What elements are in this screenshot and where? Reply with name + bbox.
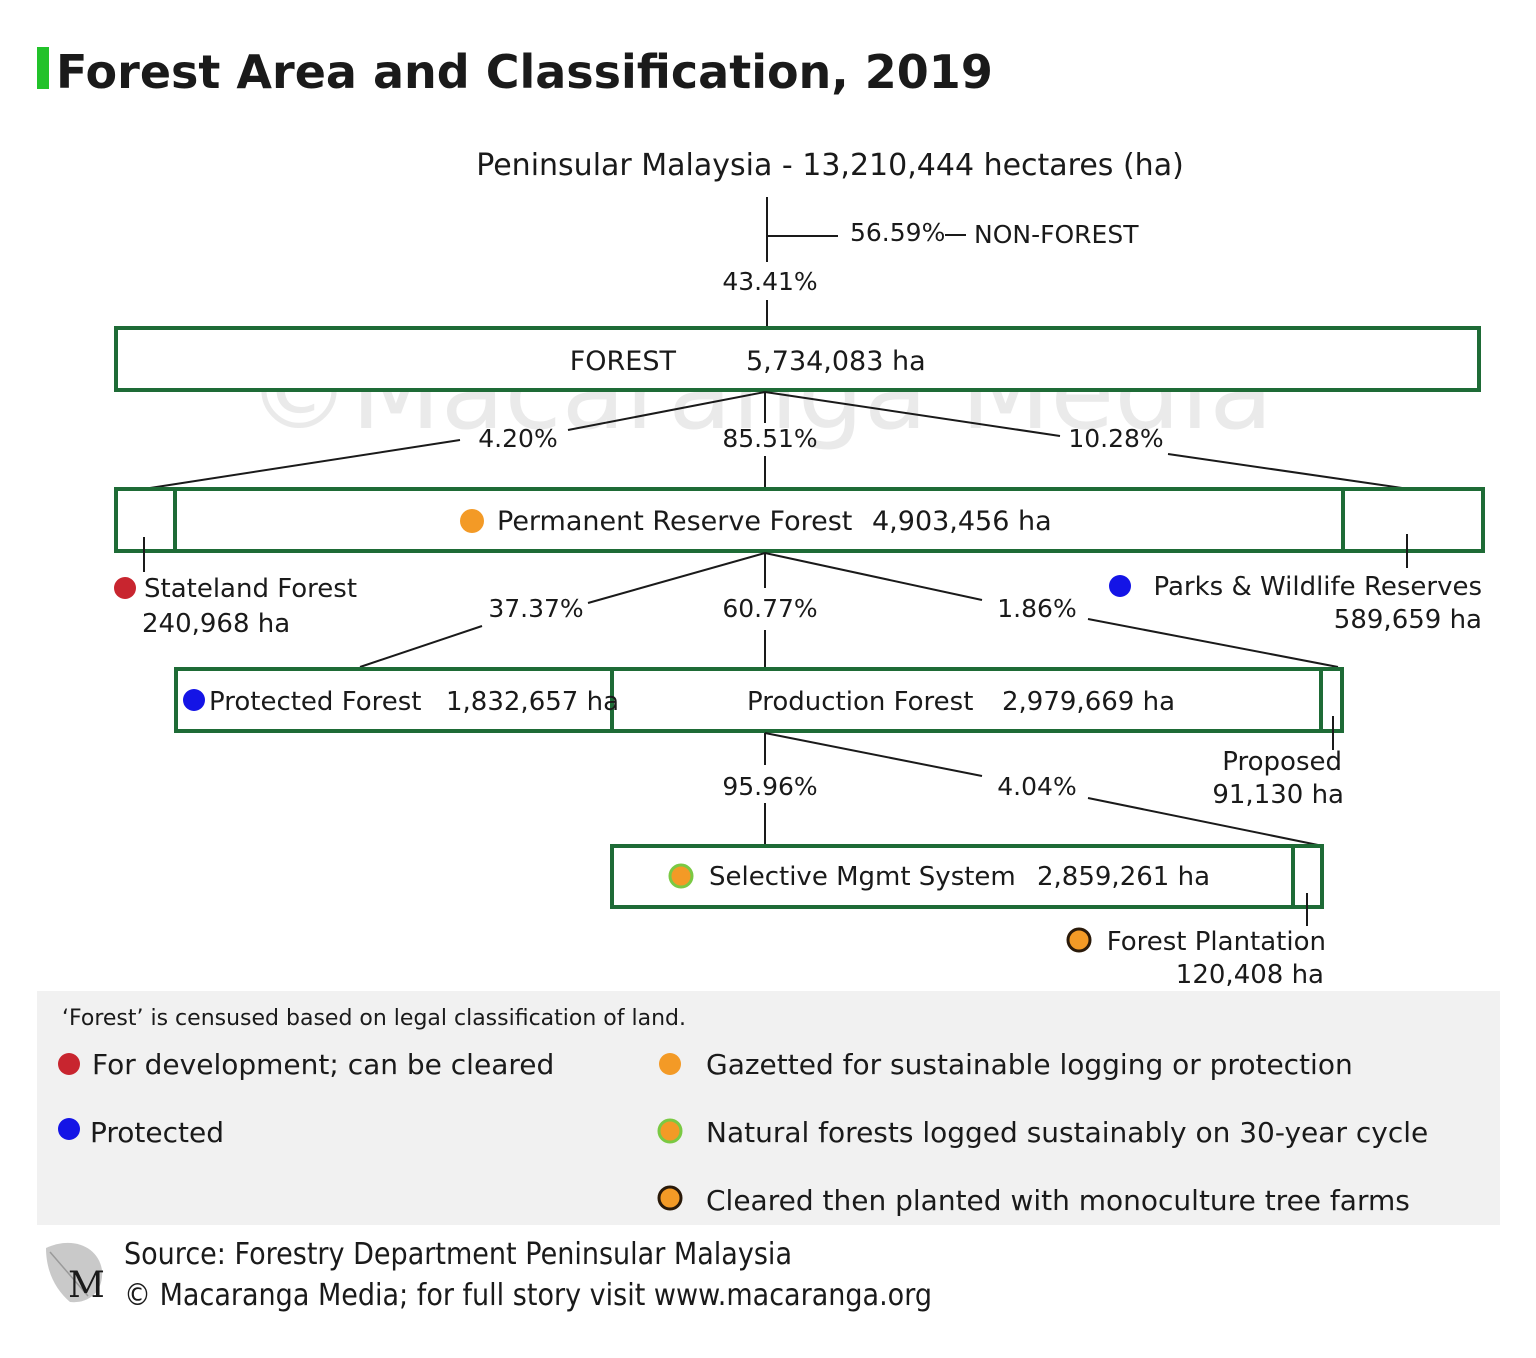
protected-forest-value: 1,832,657 ha — [446, 687, 619, 717]
connector-prf-proposed-a — [764, 552, 983, 601]
blue-dot-icon — [183, 689, 205, 711]
forest-box — [114, 326, 1481, 392]
parks-name: Parks & Wildlife Reserves — [1153, 572, 1482, 602]
plantation-name: Forest Plantation — [1107, 927, 1326, 957]
production-forest-name: Production Forest — [747, 687, 973, 717]
dark-ring-orange-dot-icon — [657, 1185, 683, 1211]
legend-item-development: For development; can be cleared — [92, 1048, 554, 1081]
protected-pct: 37.37% — [488, 594, 583, 623]
production-pct: 60.77% — [722, 594, 817, 623]
red-dot-icon — [58, 1053, 80, 1075]
green-ring-orange-dot-icon — [657, 1118, 683, 1144]
plantation-value: 120,408 ha — [1176, 960, 1324, 990]
prf-value: 4,903,456 ha — [872, 506, 1052, 537]
connector-prf-protected-b — [359, 625, 483, 668]
leaf-vein — [49, 1251, 89, 1297]
legend-item-plantation: Cleared then planted with monoculture tr… — [706, 1184, 1410, 1217]
protected-forest-name: Protected Forest — [209, 687, 421, 717]
non-forest-pct: 56.59% — [850, 218, 945, 247]
prf-breakdown-box — [174, 667, 1344, 733]
stateland-value: 240,968 ha — [142, 609, 290, 639]
forest-pct: 43.41% — [722, 267, 817, 296]
prf-pct: 85.51% — [722, 424, 817, 453]
sms-box — [610, 844, 1324, 909]
logo-letter: M — [68, 1265, 105, 1306]
prf-name: Permanent Reserve Forest — [497, 506, 852, 537]
proposed-value: 91,130 ha — [1212, 780, 1344, 810]
forest-value: 5,734,083 ha — [746, 346, 926, 377]
credit-line: © Macaranga Media; for full story visit … — [124, 1278, 932, 1313]
red-dot-icon — [114, 577, 136, 599]
legend-item-gazetted: Gazetted for sustainable logging or prot… — [706, 1048, 1353, 1081]
production-forest-value: 2,979,669 ha — [1002, 687, 1175, 717]
leaf-icon — [46, 1242, 103, 1303]
parks-value: 589,659 ha — [1334, 605, 1482, 635]
blue-dot-icon — [1109, 575, 1131, 597]
stateland-name: Stateland Forest — [144, 574, 357, 604]
sms-name: Selective Mgmt System — [709, 862, 1016, 892]
connector-forest-parks-a — [764, 391, 1061, 437]
parks-pct: 10.28% — [1068, 424, 1163, 453]
title-accent-bar — [37, 47, 49, 89]
blue-dot-icon — [58, 1118, 80, 1140]
connector-forest-stateland-b — [149, 439, 461, 489]
connector-forest-stateland-a — [567, 391, 766, 431]
green-ring-orange-dot-icon — [668, 863, 694, 889]
dark-ring-orange-dot-icon — [1066, 927, 1092, 953]
connector-prf-protected-a — [587, 552, 766, 604]
legend-panel — [37, 991, 1500, 1225]
sms-value: 2,859,261 ha — [1037, 862, 1210, 892]
plantation-pct: 4.04% — [997, 772, 1076, 801]
source-line: Source: Forestry Department Peninsular M… — [124, 1237, 792, 1272]
connector-production-plantation-b — [1087, 797, 1319, 846]
non-forest-label: NON-FOREST — [974, 220, 1139, 249]
connector-production-plantation-a — [764, 732, 983, 777]
proposed-name: Proposed — [1222, 747, 1342, 777]
legend-item-protected: Protected — [90, 1116, 224, 1149]
orange-dot-icon — [460, 509, 484, 533]
connector-prf-proposed-b — [1087, 618, 1339, 668]
connector-forest-parks-b — [1167, 453, 1403, 489]
macaranga-logo: M — [46, 1242, 105, 1306]
prf-row-box — [114, 487, 1485, 553]
peninsular-total-label: Peninsular Malaysia - 13,210,444 hectare… — [476, 148, 1184, 183]
orange-dot-icon — [659, 1053, 681, 1075]
legend-note: ‘Forest’ is censused based on legal clas… — [62, 1006, 686, 1031]
sms-pct: 95.96% — [722, 772, 817, 801]
forest-name: FOREST — [570, 346, 677, 377]
proposed-pct: 1.86% — [997, 594, 1076, 623]
page-title: Forest Area and Classification, 2019 — [56, 45, 993, 99]
legend-item-natural-logged: Natural forests logged sustainably on 30… — [706, 1116, 1428, 1149]
stateland-pct: 4.20% — [478, 424, 557, 453]
